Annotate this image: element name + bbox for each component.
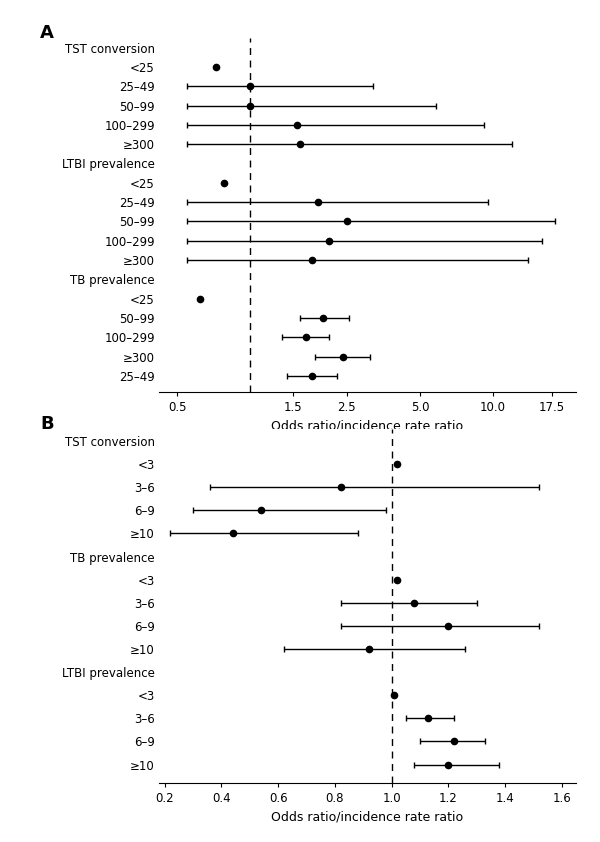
X-axis label: Odds ratio/incidence rate ratio: Odds ratio/incidence rate ratio (271, 811, 464, 823)
Text: A: A (40, 24, 54, 42)
X-axis label: Odds ratio/incidence rate ratio: Odds ratio/incidence rate ratio (271, 419, 464, 432)
Text: B: B (40, 415, 54, 434)
